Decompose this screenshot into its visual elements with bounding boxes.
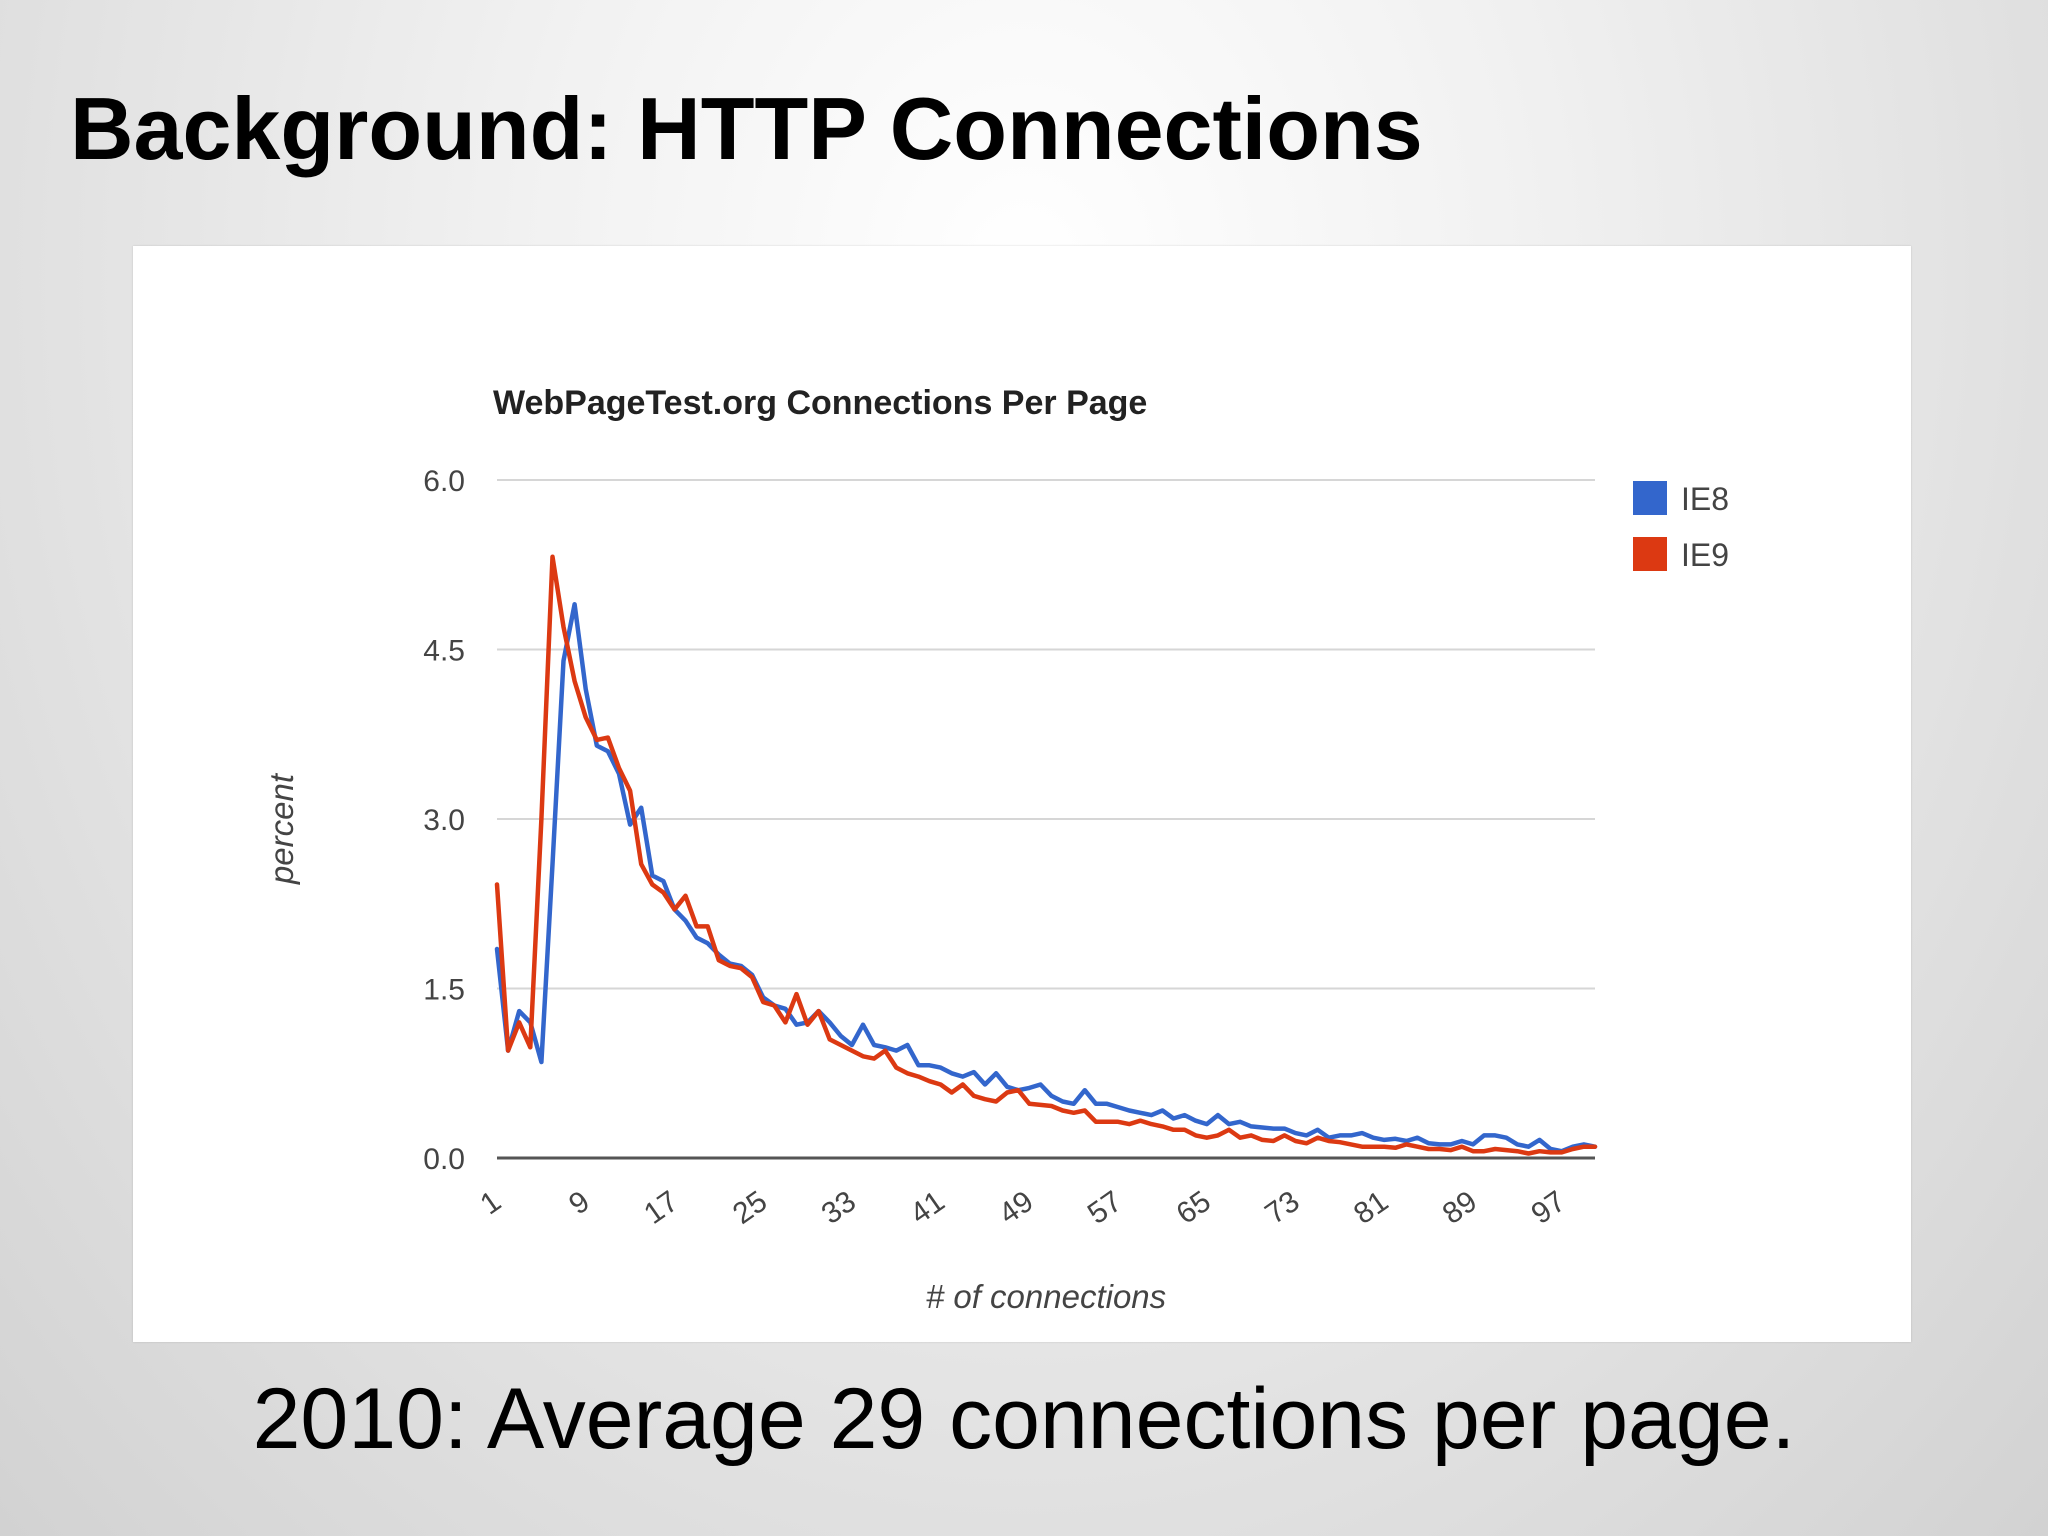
x-tick-label: 57 [1082, 1185, 1128, 1231]
series-line-ie9 [494, 554, 1598, 1156]
y-tick-label: 6.0 [423, 465, 465, 498]
legend-label-ie9: IE9 [1681, 537, 1729, 573]
y-tick-label: 4.5 [423, 635, 465, 668]
chart-title: WebPageTest.org Connections Per Page [493, 384, 1147, 422]
x-tick-label: 89 [1437, 1185, 1483, 1231]
y-tick-label: 1.5 [423, 974, 465, 1007]
y-axis-label: percent [263, 772, 300, 885]
x-tick-label: 1 [474, 1185, 507, 1222]
legend-swatch-ie8 [1633, 481, 1667, 515]
x-tick-label: 17 [638, 1185, 684, 1231]
x-tick-label: 65 [1171, 1185, 1217, 1231]
series-line-ie8 [494, 602, 1598, 1154]
x-axis-label: # of connections [926, 1278, 1166, 1315]
line-chart: WebPageTest.org Connections Per Page 0.0 1… [263, 384, 1729, 1315]
x-tick-label: 73 [1259, 1185, 1305, 1231]
chart-panel: WebPageTest.org Connections Per Page 0.0 1… [133, 246, 1911, 1342]
x-tick-label: 25 [727, 1185, 773, 1231]
x-tick-label: 49 [993, 1185, 1039, 1231]
x-tick-label: 81 [1348, 1185, 1394, 1231]
x-tick-label: 9 [563, 1185, 596, 1222]
x-tick-label: 33 [816, 1185, 862, 1231]
slide-caption: 2010: Average 29 connections per page. [252, 1371, 1796, 1467]
slide-title: Background: HTTP Connections [70, 79, 1423, 178]
legend-swatch-ie9 [1633, 537, 1667, 571]
y-tick-label: 3.0 [423, 804, 465, 837]
legend-label-ie8: IE8 [1681, 481, 1729, 517]
x-tick-label: 41 [904, 1185, 950, 1231]
x-tick-label: 97 [1525, 1185, 1571, 1231]
y-tick-label: 0.0 [423, 1143, 465, 1176]
